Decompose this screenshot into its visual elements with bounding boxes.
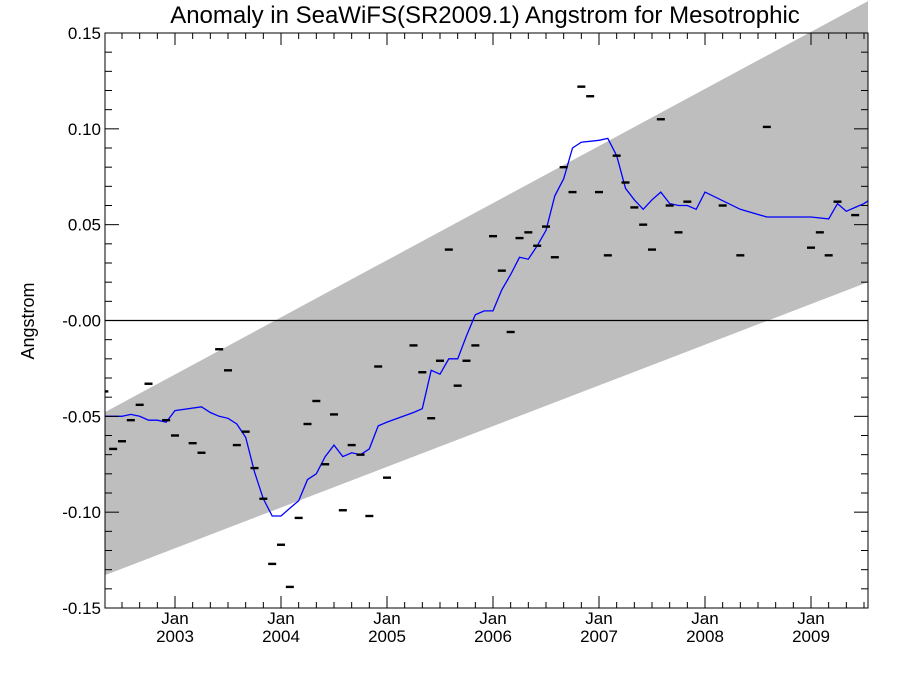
y-tick-label: -0.15 (62, 599, 101, 618)
x-tick-year-label: 2009 (792, 627, 830, 646)
x-tick-year-label: 2004 (262, 627, 300, 646)
x-tick-month-label: Jan (267, 609, 294, 628)
chart-title: Anomaly in SeaWiFS(SR2009.1) Angstrom fo… (170, 2, 800, 29)
x-tick-month-label: Jan (161, 609, 188, 628)
trend-line (105, 137, 868, 517)
x-tick-month-label: Jan (585, 609, 612, 628)
y-tick-label: 0.10 (68, 120, 101, 139)
x-tick-year-label: 2003 (156, 627, 194, 646)
x-tick-month-label: Jan (479, 609, 506, 628)
y-tick-label: 0.15 (68, 24, 101, 43)
x-tick-month-label: Jan (691, 609, 718, 628)
y-tick-label: 0.05 (68, 216, 101, 235)
x-tick-month-label: Jan (373, 609, 400, 628)
x-tick-year-label: 2006 (474, 627, 512, 646)
x-tick-month-label: Jan (797, 609, 824, 628)
x-tick-year-label: 2007 (580, 627, 618, 646)
confidence-band (105, 1, 868, 576)
y-tick-label: -0.05 (62, 407, 101, 426)
y-tick-label: -0.00 (62, 312, 101, 331)
y-axis-label: Angstrom (18, 282, 38, 359)
y-tick-label: -0.10 (62, 503, 101, 522)
x-tick-year-label: 2005 (368, 627, 406, 646)
x-tick-year-label: 2008 (686, 627, 724, 646)
